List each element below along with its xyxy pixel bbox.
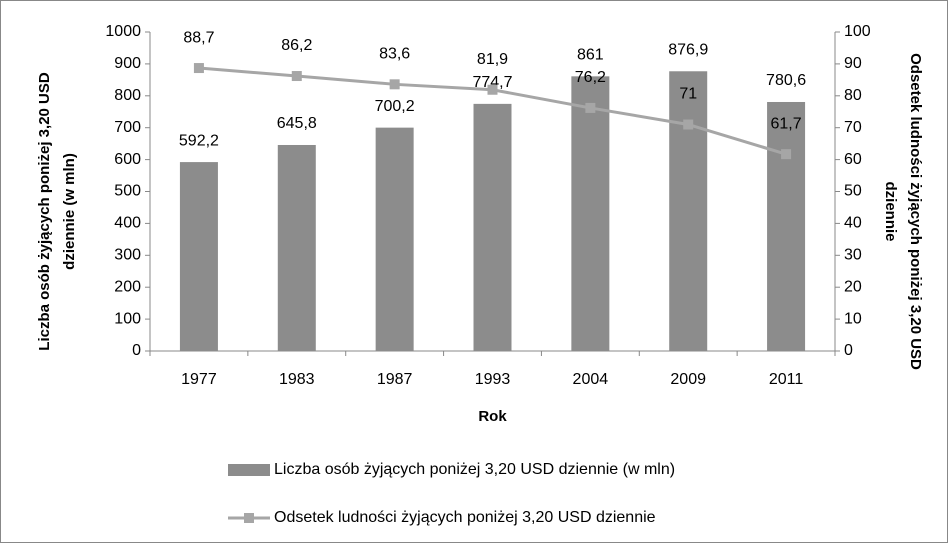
line-value-label: 81,9 <box>477 51 508 68</box>
y-tick-label: 400 <box>114 215 141 232</box>
y2-tick-label: 20 <box>844 278 862 295</box>
y-tick-label: 1000 <box>105 23 141 40</box>
y2-tick-label: 50 <box>844 183 862 200</box>
bar <box>277 144 316 351</box>
legend-swatch <box>244 513 254 523</box>
y-tick-label: 100 <box>114 310 141 327</box>
line-marker <box>193 63 204 74</box>
bar-value-label: 774,7 <box>472 74 512 91</box>
bar <box>179 162 218 351</box>
x-tick-label: 2009 <box>670 371 706 388</box>
y2-axis-title: Odsetek ludności żyjących poniżej 3,20 U… <box>882 53 924 370</box>
y-tick-label: 200 <box>114 278 141 295</box>
bar-value-label: 861 <box>577 47 604 64</box>
y2-tick-label: 100 <box>844 23 871 40</box>
line-value-label: 61,7 <box>771 115 802 132</box>
y-tick-label: 0 <box>132 342 141 359</box>
line-marker <box>781 149 792 160</box>
line-marker <box>585 102 596 113</box>
x-tick-label: 1987 <box>377 371 413 388</box>
y-tick-label: 800 <box>114 87 141 104</box>
legend-label: Liczba osób żyjących poniżej 3,20 USD dz… <box>274 461 675 478</box>
line-marker <box>487 84 498 95</box>
bar-value-label: 592,2 <box>179 132 219 149</box>
y2-tick-label: 80 <box>844 87 862 104</box>
line-value-label: 88,7 <box>183 29 214 46</box>
legend-label: Odsetek ludności żyjących poniżej 3,20 U… <box>274 509 656 526</box>
bar <box>767 101 806 351</box>
bar-value-label: 876,9 <box>668 41 708 58</box>
y-axis-title-line: dziennie (w mln) <box>61 153 78 270</box>
y-tick-label: 600 <box>114 151 141 168</box>
bar <box>375 127 414 351</box>
y-tick-label: 500 <box>114 183 141 200</box>
line-value-label: 71 <box>679 86 697 103</box>
y2-axis-title-line: dziennie <box>882 181 899 241</box>
x-tick-label: 1983 <box>279 371 315 388</box>
bar-value-label: 645,8 <box>277 115 317 132</box>
bar <box>473 103 512 351</box>
x-tick-label: 1993 <box>475 371 511 388</box>
line-marker <box>389 79 400 90</box>
legend-swatch <box>228 464 270 476</box>
y2-tick-label: 90 <box>844 55 862 72</box>
x-tick-label: 2004 <box>573 371 609 388</box>
y2-axis-title-line: Odsetek ludności żyjących poniżej 3,20 U… <box>907 53 924 370</box>
line-value-label: 86,2 <box>281 37 312 54</box>
y2-tick-label: 0 <box>844 342 853 359</box>
y-tick-label: 700 <box>114 119 141 136</box>
y-tick-label: 900 <box>114 55 141 72</box>
bar-value-label: 780,6 <box>766 72 806 89</box>
y2-tick-label: 70 <box>844 119 862 136</box>
y2-tick-label: 30 <box>844 247 862 264</box>
y2-tick-label: 10 <box>844 310 862 327</box>
x-axis-title: Rok <box>478 408 507 425</box>
y2-tick-label: 60 <box>844 151 862 168</box>
x-tick-label: 2011 <box>769 371 804 388</box>
x-tick-label: 1977 <box>181 371 217 388</box>
y2-tick-label: 40 <box>844 215 862 232</box>
line-value-label: 83,6 <box>379 46 410 63</box>
bar <box>669 71 708 352</box>
y-axis-title-line: Liczba osób żyjących poniżej 3,20 USD <box>36 72 53 351</box>
line-value-label: 76,2 <box>575 69 606 86</box>
y-axis-title: Liczba osób żyjących poniżej 3,20 USD dzi… <box>36 72 78 351</box>
line-marker <box>683 119 694 130</box>
y-tick-label: 300 <box>114 247 141 264</box>
bar <box>571 76 610 351</box>
line-marker <box>291 71 302 82</box>
bar-value-label: 700,2 <box>375 98 415 115</box>
